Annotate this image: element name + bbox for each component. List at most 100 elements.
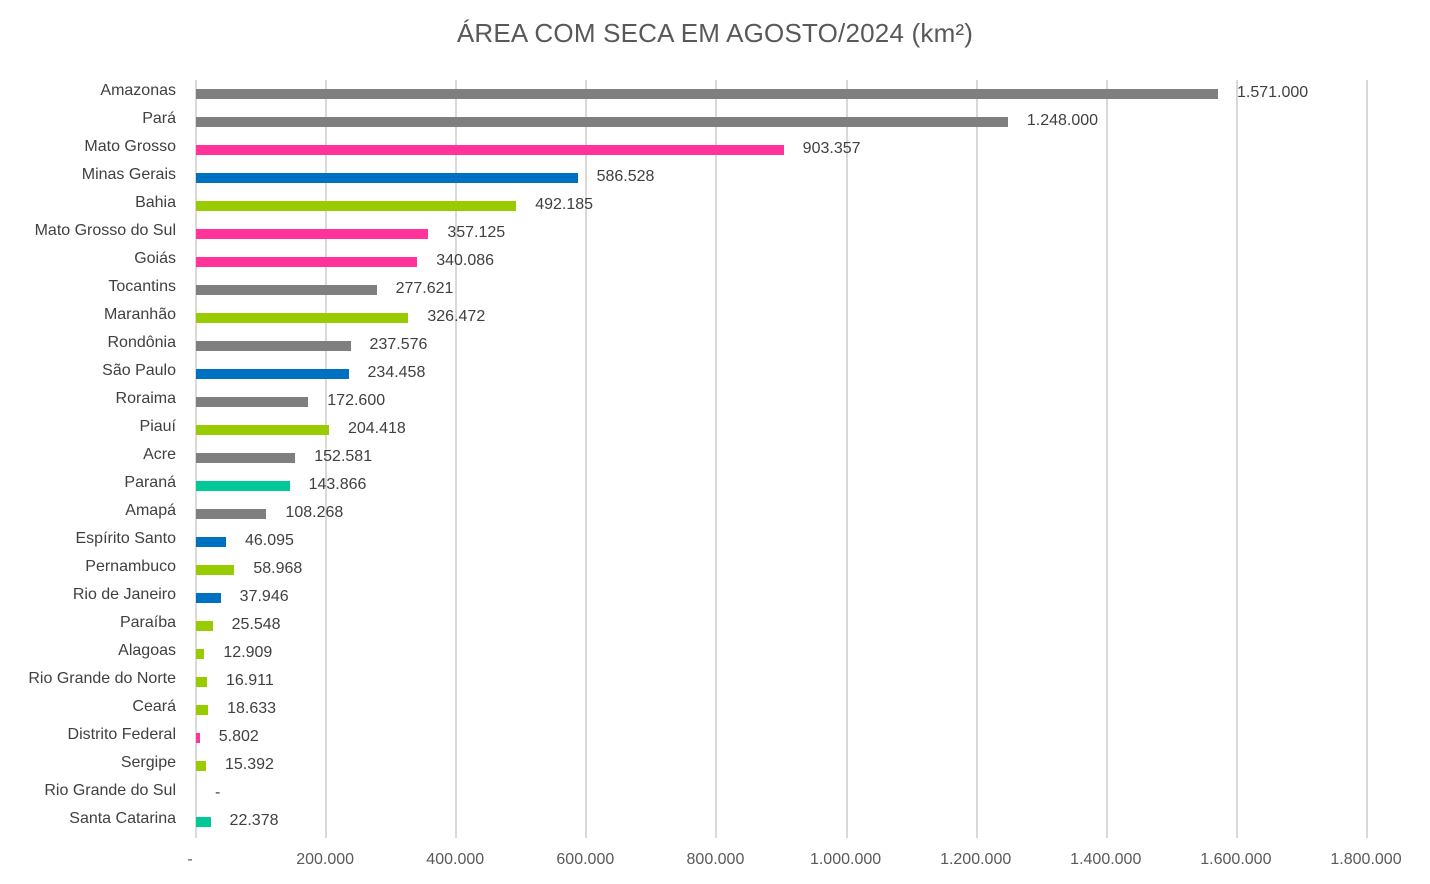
value-label: 143.866: [308, 476, 367, 493]
bar[interactable]: [196, 705, 209, 715]
bar[interactable]: [196, 313, 409, 323]
bar[interactable]: [196, 649, 205, 659]
value-label: 340.086: [436, 252, 495, 269]
value-label: 492.185: [535, 196, 594, 213]
bar[interactable]: [196, 369, 349, 379]
bar[interactable]: [196, 117, 1008, 127]
value-label: 152.581: [314, 448, 373, 465]
chart-title: ÁREA COM SECA EM AGOSTO/2024 (km²): [456, 18, 974, 48]
bar[interactable]: [196, 173, 578, 183]
category-label: Rio Grande do Norte: [28, 670, 176, 687]
bar[interactable]: [196, 761, 206, 771]
category-label: Bahia: [135, 194, 176, 211]
bar[interactable]: [196, 145, 784, 155]
value-label: 5.802: [218, 728, 259, 745]
bar[interactable]: [196, 341, 351, 351]
category-label: Mato Grosso: [84, 138, 176, 155]
category-label: Rio Grande do Sul: [44, 782, 176, 799]
category-label: Goiás: [134, 250, 176, 267]
gridline: [1235, 80, 1238, 838]
x-tick-label: 1.800.000: [1330, 851, 1402, 868]
gridline: [1105, 80, 1108, 838]
bar[interactable]: [196, 537, 226, 547]
value-label: 25.548: [231, 616, 281, 633]
value-label: 357.125: [447, 224, 506, 241]
category-label: Tocantins: [108, 278, 176, 295]
category-label: Pernambuco: [85, 558, 176, 575]
bar[interactable]: [196, 565, 235, 575]
bar[interactable]: [196, 621, 213, 631]
category-label: Ceará: [132, 698, 176, 715]
value-label: 586.528: [596, 168, 655, 185]
value-label: 277.621: [395, 280, 454, 297]
bar[interactable]: [196, 481, 290, 491]
value-label: 15.392: [225, 756, 274, 773]
category-label: Amapá: [125, 502, 176, 519]
plot-area: 1.571.000 1.248.000 903.357 586.528 492.185 3…: [195, 80, 1368, 838]
category-label: Santa Catarina: [69, 810, 176, 827]
x-tick-label: 1.400.000: [1070, 851, 1142, 868]
category-label: Paraíba: [119, 614, 176, 631]
gridline: [975, 80, 978, 838]
value-label: 58.968: [253, 560, 303, 577]
category-label: Distrito Federal: [67, 726, 176, 743]
value-label: 18.633: [227, 700, 277, 717]
bar[interactable]: [196, 817, 211, 827]
bar[interactable]: [196, 397, 309, 407]
bar[interactable]: [196, 285, 377, 295]
bar[interactable]: [196, 425, 329, 435]
x-tick-label: 400.000: [426, 851, 485, 868]
value-label: 903.357: [802, 140, 861, 157]
category-label: Alagoas: [118, 642, 176, 659]
category-label: Acre: [143, 446, 176, 463]
x-tick-label: 1.600.000: [1200, 851, 1272, 868]
value-label: 237.576: [369, 336, 428, 353]
bar[interactable]: [196, 509, 267, 519]
value-label: 234.458: [367, 364, 426, 381]
value-label: 22.378: [229, 812, 279, 829]
gridline: [715, 80, 718, 838]
category-label: Mato Grosso do Sul: [34, 222, 176, 239]
value-label: 204.418: [347, 420, 406, 437]
bar[interactable]: [196, 453, 296, 463]
value-label: 108.268: [285, 504, 344, 521]
bar[interactable]: [196, 257, 418, 267]
category-label: Rio de Janeiro: [72, 586, 176, 603]
value-label: 12.909: [223, 644, 273, 661]
value-label: 172.600: [327, 392, 386, 409]
value-label: -: [215, 784, 221, 801]
value-label: 37.946: [239, 588, 289, 605]
category-label: Pará: [142, 110, 176, 127]
value-label: 326.472: [427, 308, 486, 325]
x-tick-label: 200.000: [296, 851, 355, 868]
category-label: Minas Gerais: [81, 166, 176, 183]
category-label: Maranhão: [103, 306, 176, 323]
category-label: Paraná: [124, 474, 176, 491]
x-tick-label: 600.000: [556, 851, 615, 868]
bar[interactable]: [196, 201, 517, 211]
x-tick-label: 1.000.000: [809, 851, 882, 868]
x-tick-label: -: [187, 851, 193, 868]
category-label: Roraima: [115, 390, 176, 407]
x-tick-label: 800.000: [686, 851, 745, 868]
category-label: Amazonas: [100, 82, 176, 99]
gridline: [455, 80, 458, 838]
bar[interactable]: [196, 733, 200, 743]
category-label: São Paulo: [102, 362, 176, 379]
bar[interactable]: [196, 229, 429, 239]
gridline: [585, 80, 588, 838]
bar[interactable]: [196, 677, 207, 687]
gridline: [845, 80, 848, 838]
value-label: 1.571.000: [1237, 84, 1309, 101]
gridline: [1366, 80, 1368, 838]
bar[interactable]: [196, 89, 1219, 99]
bar[interactable]: [196, 593, 221, 603]
value-label: 16.911: [226, 672, 274, 689]
x-tick-label: 1.200.000: [940, 851, 1012, 868]
category-label: Piauí: [139, 418, 176, 435]
category-label: Rondônia: [107, 334, 177, 351]
value-label: 1.248.000: [1026, 112, 1099, 129]
value-label: 46.095: [244, 532, 294, 549]
category-label: Espírito Santo: [75, 530, 177, 547]
gridline: [325, 80, 328, 838]
